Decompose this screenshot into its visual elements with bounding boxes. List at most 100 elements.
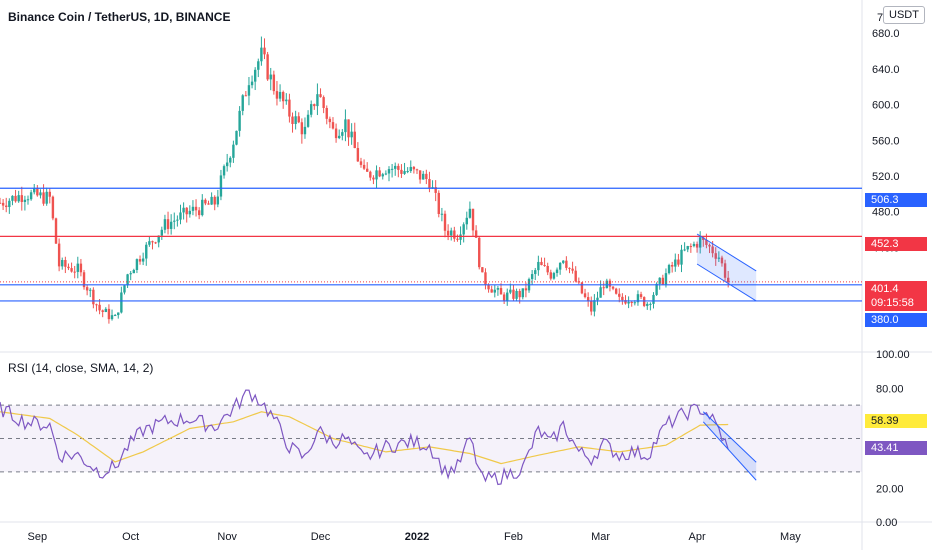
- candle-body: [378, 170, 381, 177]
- candle-body: [400, 169, 403, 174]
- candle-body: [42, 192, 45, 204]
- candle-body: [294, 116, 297, 124]
- candle-body: [95, 304, 98, 306]
- candle-body: [459, 234, 462, 240]
- price-tick-label: 680.0: [872, 28, 900, 40]
- candle-body: [23, 199, 27, 202]
- candle-body: [216, 196, 220, 205]
- candle-body: [325, 107, 328, 119]
- candle-body: [51, 196, 55, 219]
- candle-body: [123, 285, 126, 293]
- candle-body: [506, 292, 509, 301]
- candle-body: [708, 244, 711, 247]
- candle-body: [574, 270, 577, 282]
- rsi-line: [0, 389, 729, 486]
- candle-body: [711, 246, 714, 254]
- candle-body: [422, 173, 425, 180]
- candle-body: [232, 144, 235, 158]
- candle-body: [313, 104, 316, 107]
- time-tick-label: Nov: [217, 531, 237, 543]
- rsi-tick-label: 0.00: [876, 517, 897, 529]
- candle-body: [291, 116, 294, 124]
- rsi-value-badge: 43.41: [865, 441, 927, 455]
- candle-body: [213, 196, 216, 205]
- candle-body: [552, 273, 556, 279]
- candle-body: [670, 264, 674, 267]
- candle-body: [692, 243, 696, 247]
- candle-body: [723, 263, 727, 278]
- candle-body: [57, 243, 61, 267]
- candle-body: [372, 177, 375, 180]
- candle-body: [518, 290, 521, 298]
- last-price-value: 401.4: [871, 283, 899, 295]
- candle-body: [474, 230, 478, 238]
- rsi-tick-label: 100.00: [876, 349, 910, 361]
- price-tick-label: 7: [877, 12, 883, 24]
- candle-body: [257, 61, 260, 70]
- candle-body: [288, 99, 291, 117]
- candle-body: [555, 269, 559, 274]
- candle-body: [359, 161, 363, 165]
- candle-body: [446, 230, 450, 236]
- time-tick-label: Mar: [591, 531, 610, 543]
- candle-body: [618, 293, 621, 297]
- channel-upper-line: [696, 233, 757, 272]
- candle-body: [54, 218, 58, 244]
- candle-body: [558, 262, 562, 270]
- candle-body: [658, 277, 661, 284]
- candle-body: [409, 166, 412, 172]
- candle-body: [664, 273, 668, 285]
- candle-body: [515, 290, 518, 299]
- rsi-sma-badge: 58.39: [865, 414, 927, 428]
- candle-body: [98, 304, 101, 311]
- candle-body: [244, 95, 248, 97]
- candle-body: [272, 74, 276, 92]
- candle-body: [571, 268, 574, 271]
- candle-body: [278, 91, 282, 99]
- candle-body: [353, 131, 356, 149]
- candle-body: [185, 207, 188, 215]
- candle-body: [207, 203, 210, 205]
- rsi-tick-label: 20.00: [876, 484, 904, 496]
- candle-body: [493, 289, 496, 293]
- candle-body: [269, 74, 272, 80]
- candle-body: [104, 308, 108, 312]
- candle-body: [649, 303, 652, 305]
- candle-body: [702, 237, 705, 240]
- candle-body: [462, 224, 465, 235]
- candle-body: [686, 246, 689, 250]
- candle-body: [614, 288, 618, 294]
- currency-button[interactable]: USDT: [883, 6, 925, 24]
- candle-body: [502, 294, 506, 301]
- candle-body: [440, 213, 444, 215]
- candle-body: [636, 294, 640, 303]
- candle-body: [347, 119, 350, 138]
- candle-body: [390, 168, 394, 170]
- candle-body: [540, 261, 543, 266]
- candle-body: [630, 301, 633, 303]
- candle-body: [509, 289, 512, 293]
- candle-body: [148, 241, 151, 245]
- candle-body: [714, 253, 717, 259]
- candle-body: [406, 171, 409, 173]
- candle-body: [705, 239, 708, 245]
- candle-body: [138, 259, 142, 262]
- candle-body: [549, 272, 553, 279]
- candle-body: [593, 300, 596, 312]
- candle-body: [281, 91, 285, 102]
- candle-body: [20, 195, 23, 202]
- candle-body: [530, 274, 534, 280]
- candle-body: [253, 69, 257, 82]
- candle-body: [309, 104, 313, 115]
- candle-body: [64, 260, 67, 267]
- candle-body: [191, 206, 195, 211]
- candle-body: [173, 220, 176, 222]
- candle-body: [126, 274, 129, 286]
- candle-body: [384, 173, 388, 175]
- candle-body: [646, 303, 649, 306]
- time-tick-label: 2022: [405, 531, 429, 543]
- candle-body: [596, 297, 599, 301]
- candle-body: [73, 271, 76, 273]
- candle-body: [415, 169, 419, 171]
- candle-body: [141, 258, 145, 262]
